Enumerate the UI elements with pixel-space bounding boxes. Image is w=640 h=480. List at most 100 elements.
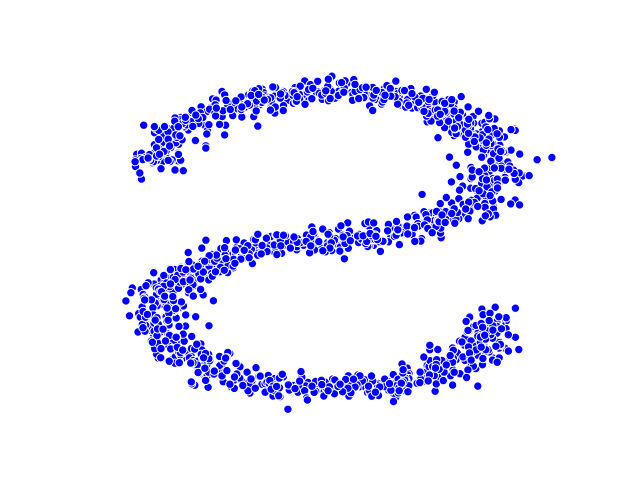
data-point <box>457 337 467 347</box>
data-point <box>193 261 203 271</box>
data-point <box>447 208 457 219</box>
data-point <box>421 84 431 95</box>
data-point <box>524 170 534 181</box>
data-point <box>318 246 328 256</box>
points-layer <box>121 71 557 414</box>
data-point <box>469 136 479 147</box>
data-point <box>371 231 381 242</box>
data-point <box>403 387 413 397</box>
data-point <box>447 380 458 390</box>
data-point <box>423 376 433 386</box>
data-point <box>296 366 306 377</box>
data-point <box>435 109 445 120</box>
data-point <box>239 245 249 256</box>
data-point <box>484 315 494 326</box>
data-point <box>455 171 465 182</box>
data-point <box>253 121 263 131</box>
data-point <box>433 344 443 355</box>
data-point <box>323 386 333 396</box>
data-point <box>180 112 191 123</box>
data-point <box>306 241 316 251</box>
data-point <box>201 143 211 153</box>
data-point <box>307 94 317 104</box>
data-point <box>130 157 140 167</box>
data-point <box>225 104 236 115</box>
data-point <box>314 236 324 247</box>
data-point <box>158 324 168 334</box>
data-point <box>147 337 158 347</box>
data-point <box>449 367 459 377</box>
data-point <box>184 256 194 267</box>
data-point <box>307 381 317 391</box>
data-point <box>200 363 210 373</box>
data-point <box>449 106 459 116</box>
data-point <box>380 90 390 100</box>
data-point <box>154 134 164 145</box>
data-point <box>251 363 261 373</box>
data-point <box>425 340 435 350</box>
data-point <box>204 120 214 130</box>
data-point <box>481 175 492 185</box>
data-point <box>156 343 166 354</box>
data-point <box>461 204 471 214</box>
data-point <box>197 243 207 253</box>
data-point <box>231 96 241 106</box>
data-point <box>188 291 199 301</box>
data-point <box>219 243 230 253</box>
data-point <box>415 367 425 377</box>
data-point <box>289 232 299 242</box>
data-point <box>191 312 201 322</box>
data-point <box>294 376 305 386</box>
data-point <box>415 377 425 388</box>
data-point <box>366 371 377 381</box>
data-point <box>277 369 287 379</box>
data-point <box>200 375 211 386</box>
data-point <box>231 358 241 369</box>
data-point <box>339 87 349 97</box>
data-point <box>474 167 484 177</box>
data-point <box>484 110 494 121</box>
data-point <box>391 216 402 227</box>
data-point <box>209 366 220 376</box>
data-point <box>250 383 261 393</box>
data-point <box>164 141 175 151</box>
data-point <box>456 91 466 102</box>
data-point <box>246 374 256 384</box>
data-point <box>283 404 293 414</box>
data-point <box>441 192 451 203</box>
data-point <box>178 345 188 355</box>
data-point <box>225 379 235 389</box>
data-point <box>221 254 231 264</box>
data-point <box>321 86 331 96</box>
data-point <box>174 358 185 368</box>
data-point <box>417 189 427 200</box>
data-point <box>478 353 488 364</box>
data-point <box>384 378 395 389</box>
data-point <box>463 147 473 158</box>
data-point <box>339 254 350 264</box>
data-point <box>444 152 455 162</box>
data-point <box>275 89 286 99</box>
data-point <box>446 177 457 187</box>
data-point <box>138 323 148 333</box>
data-point <box>419 106 429 117</box>
data-point <box>181 310 191 320</box>
data-point <box>278 230 289 240</box>
data-point <box>466 355 476 365</box>
data-point <box>202 129 212 139</box>
data-point <box>259 95 269 105</box>
data-point <box>292 92 302 102</box>
data-point <box>463 325 473 336</box>
data-point <box>139 120 149 130</box>
data-point <box>473 201 483 212</box>
data-point <box>285 243 296 253</box>
data-point <box>440 217 450 228</box>
data-point <box>290 383 300 394</box>
data-point <box>278 105 288 116</box>
data-point <box>162 303 172 313</box>
data-point <box>480 330 490 340</box>
data-point <box>433 133 443 143</box>
data-point <box>149 121 160 132</box>
